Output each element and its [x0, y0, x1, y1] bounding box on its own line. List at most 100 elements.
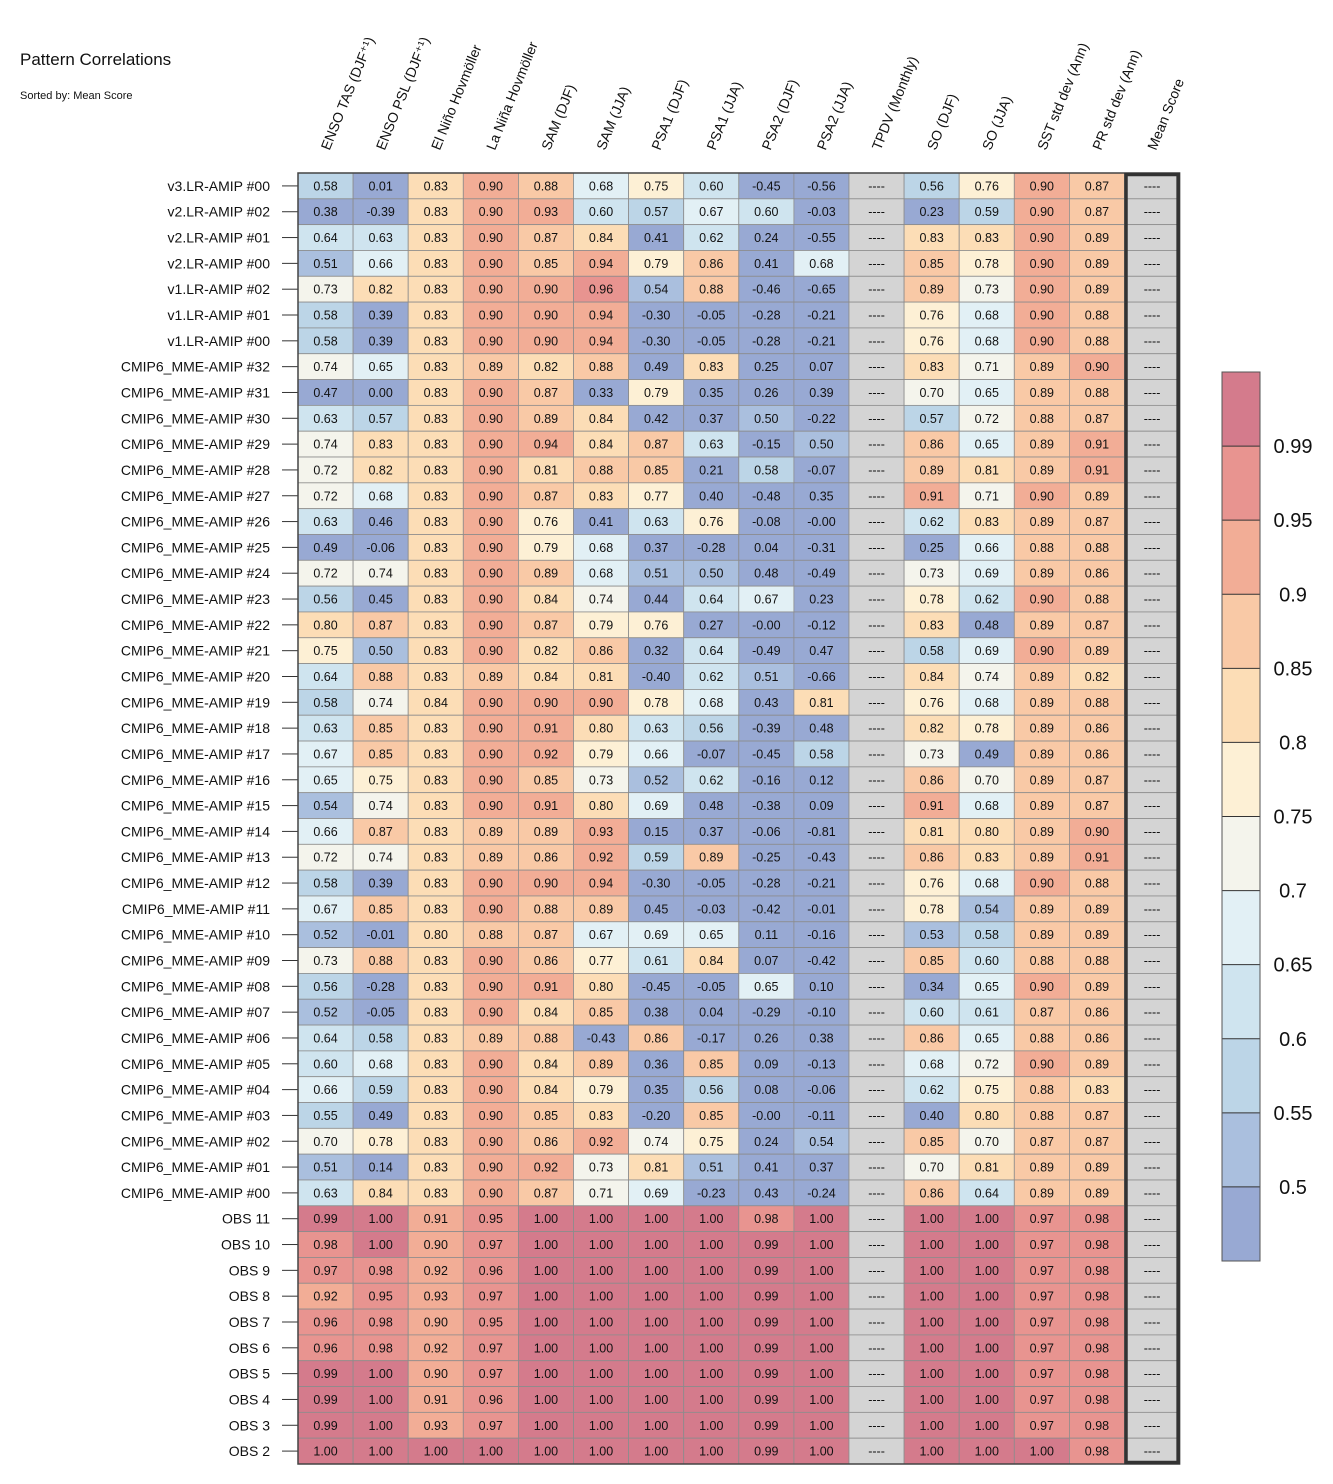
- heatmap-cell: [683, 1127, 740, 1155]
- heatmap-cell: [793, 301, 850, 329]
- cell-value: 0.70: [919, 1161, 943, 1175]
- cell-value: 0.90: [479, 722, 503, 736]
- heatmap-cell: [793, 637, 850, 664]
- cell-value: 1.00: [368, 1238, 392, 1252]
- heatmap-cell: [1069, 1076, 1125, 1103]
- cell-value: 0.90: [534, 334, 558, 348]
- cell-value: -0.05: [697, 309, 726, 323]
- cell-value: 1.00: [975, 1393, 999, 1407]
- cell-value: 0.45: [644, 902, 668, 916]
- cell-value: 0.97: [1030, 1290, 1054, 1304]
- cell-value: -0.43: [587, 1031, 616, 1045]
- cell-value: 0.90: [1030, 283, 1054, 297]
- cell-value: 0.89: [1030, 1161, 1054, 1175]
- cell-value: ----: [868, 1419, 885, 1433]
- cell-value: ----: [1144, 851, 1161, 865]
- cell-value: 0.80: [313, 618, 337, 632]
- heatmap-cell: [958, 1231, 1015, 1258]
- cell-value: 0.89: [1085, 928, 1109, 942]
- cell-value: 0.85: [368, 722, 392, 736]
- cell-value: 1.00: [809, 1315, 833, 1329]
- heatmap-cell: [848, 1308, 905, 1336]
- cell-value: 0.62: [699, 231, 723, 245]
- heatmap-cell: [1069, 430, 1125, 458]
- cell-value: -0.00: [752, 618, 781, 632]
- heatmap-cell: [1069, 1024, 1125, 1052]
- heatmap-cell: [738, 1308, 795, 1336]
- cell-value: 0.89: [1030, 567, 1054, 581]
- heatmap-cell: [683, 1437, 740, 1465]
- cell-value: 0.68: [368, 1057, 392, 1071]
- heatmap-cell: [1124, 637, 1180, 664]
- heatmap-cell: [958, 559, 1015, 587]
- heatmap-cell: [738, 1437, 795, 1465]
- heatmap-cell: [903, 1205, 960, 1233]
- heatmap-cell: [793, 921, 850, 949]
- cell-value: 0.50: [368, 644, 392, 658]
- heatmap-cell: [738, 585, 795, 613]
- cell-value: 0.55: [313, 1109, 337, 1123]
- cell-value: 0.87: [1030, 1135, 1054, 1149]
- heatmap-cell: [573, 1231, 629, 1258]
- cell-value: 0.90: [479, 515, 503, 529]
- heatmap-cell: [462, 327, 519, 355]
- cell-value: 0.73: [313, 954, 337, 968]
- cell-value: 1.00: [1030, 1445, 1054, 1459]
- heatmap-cell: [1124, 740, 1180, 768]
- cell-value: 0.89: [1030, 463, 1054, 477]
- cell-value: 0.76: [699, 515, 723, 529]
- cell-value: 0.99: [754, 1290, 778, 1304]
- heatmap-cell: [407, 947, 464, 974]
- heatmap-cell: [462, 714, 519, 742]
- heatmap-cell: [628, 1024, 685, 1052]
- cell-value: 0.84: [424, 696, 448, 710]
- cell-value: ----: [1144, 1290, 1161, 1304]
- row-label: CMIP6_MME-AMIP #00: [121, 1185, 270, 1201]
- cell-value: 0.60: [313, 1057, 337, 1071]
- cell-value: 0.96: [479, 1393, 503, 1407]
- heatmap-cell: [958, 766, 1015, 794]
- cell-value: ----: [868, 1445, 885, 1459]
- heatmap-cell: [407, 327, 464, 355]
- cell-value: 0.83: [424, 1109, 448, 1123]
- heatmap-cell: [958, 250, 1015, 277]
- column-label: ENSO TAS (DJF⁺¹): [317, 34, 377, 152]
- cell-value: 0.33: [589, 386, 613, 400]
- cell-value: 0.79: [589, 618, 613, 632]
- heatmap-cell: [297, 404, 354, 432]
- cell-value: -0.01: [807, 902, 836, 916]
- cell-value: 0.07: [754, 954, 778, 968]
- cell-value: 1.00: [975, 1264, 999, 1278]
- cell-value: 0.85: [534, 257, 558, 271]
- cell-value: 1.00: [975, 1212, 999, 1226]
- row-label: CMIP6_MME-AMIP #06: [121, 1030, 270, 1046]
- cell-value: 1.00: [699, 1264, 723, 1278]
- cell-value: 0.83: [424, 463, 448, 477]
- heatmap-cell: [297, 1153, 354, 1181]
- cell-value: 0.74: [368, 696, 392, 710]
- cell-value: 0.11: [755, 928, 778, 942]
- cell-value: -0.30: [642, 334, 671, 348]
- heatmap-cell: [352, 611, 409, 639]
- column-label: SAM (JJA): [593, 84, 633, 152]
- cell-value: 1.00: [644, 1367, 668, 1381]
- heatmap-cell: [1124, 404, 1180, 432]
- heatmap-cell: [573, 275, 629, 303]
- heatmap-cell: [352, 508, 409, 535]
- cell-value: ----: [1144, 799, 1161, 813]
- cell-value: 0.83: [424, 283, 448, 297]
- cell-value: 0.49: [644, 360, 668, 374]
- cell-value: 0.68: [589, 541, 613, 555]
- heatmap-cell: [1013, 198, 1070, 226]
- cell-value: 0.90: [479, 1057, 503, 1071]
- cell-value: 0.93: [534, 205, 558, 219]
- cell-value: 0.87: [1085, 1109, 1109, 1123]
- heatmap-cell: [958, 1257, 1015, 1284]
- heatmap-cell: [738, 818, 795, 845]
- cell-value: 0.90: [479, 1186, 503, 1200]
- cell-value: ----: [1144, 1393, 1161, 1407]
- cell-value: 0.87: [368, 825, 392, 839]
- cell-value: 0.95: [479, 1315, 503, 1329]
- cell-value: ----: [868, 1135, 885, 1149]
- cell-value: -0.05: [697, 980, 726, 994]
